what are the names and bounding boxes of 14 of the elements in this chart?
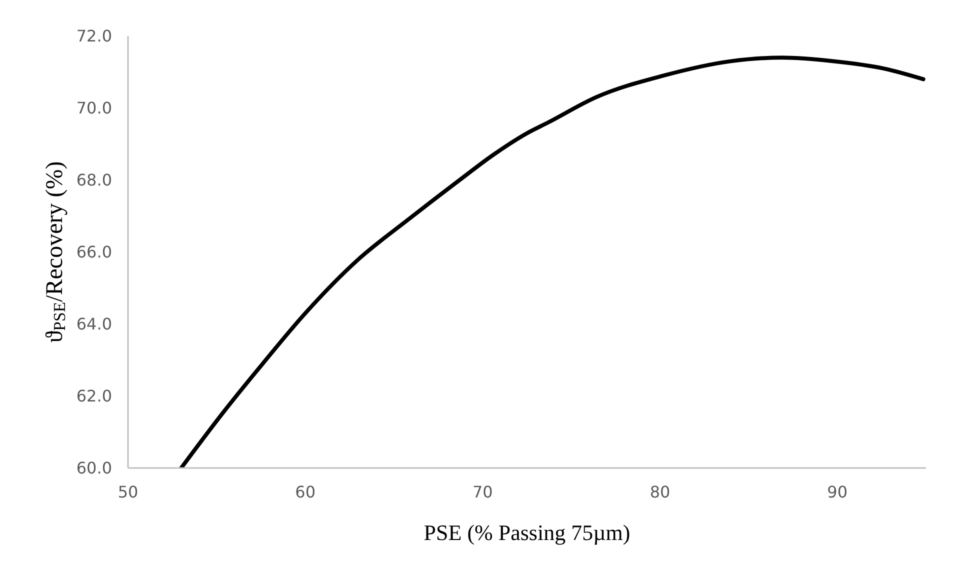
y-tick-label: 68.0 [76,170,112,190]
line-series [179,56,926,468]
y-tick-label: 62.0 [76,386,112,406]
y-tick-label: 72.0 [76,26,112,46]
x-axis-title: PSE (% Passing 75µm) [424,520,630,545]
y-tick-label: 64.0 [76,314,112,334]
x-tick-label: 80 [650,482,670,502]
x-tick-label: 50 [118,482,138,502]
x-tick-label: 70 [472,482,493,502]
x-tick-label: 60 [295,482,316,502]
y-tick-label: 60.0 [76,458,112,478]
x-tick-label: 90 [827,482,848,502]
y-tick-label: 70.0 [76,98,112,118]
y-tick-label: 66.0 [76,242,112,262]
